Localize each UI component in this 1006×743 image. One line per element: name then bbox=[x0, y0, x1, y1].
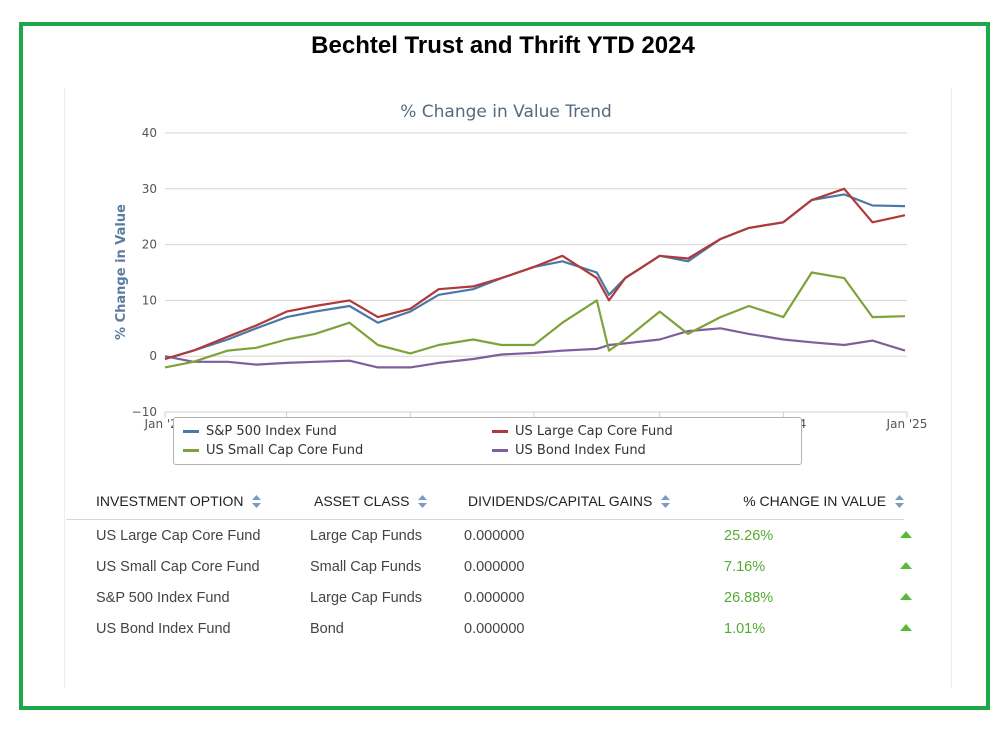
edge-divider bbox=[64, 88, 65, 688]
cell-dividends: 0.000000 bbox=[464, 620, 525, 637]
x-tick-label: Jan '25 bbox=[886, 417, 928, 431]
legend-label: US Large Cap Core Fund bbox=[515, 424, 673, 439]
percent-change-value: 26.88% bbox=[724, 589, 774, 606]
y-tick-labels: 40 30 20 10 0 −10 bbox=[132, 126, 157, 419]
cell-asset-class: Large Cap Funds bbox=[310, 589, 423, 606]
table-row: S&P 500 Index Fund Large Cap Funds 0.000… bbox=[66, 582, 912, 613]
triangle-up-icon bbox=[900, 531, 912, 538]
content-frame bbox=[19, 22, 990, 710]
cell-asset-class: Bond bbox=[310, 620, 344, 637]
y-tick-label: 0 bbox=[149, 349, 157, 363]
y-tick-label: −10 bbox=[132, 405, 157, 419]
legend-swatch-small-cap bbox=[183, 449, 199, 452]
cell-asset-class: Small Cap Funds bbox=[310, 558, 422, 575]
column-header-investment-option[interactable]: INVESTMENT OPTION bbox=[66, 486, 284, 520]
percent-change-value: 1.01% bbox=[724, 620, 766, 637]
legend-swatch-sp500 bbox=[183, 430, 199, 433]
series-line-bond[interactable] bbox=[164, 327, 906, 369]
y-tick-label: 40 bbox=[142, 126, 157, 140]
cell-dividends: 0.000000 bbox=[464, 589, 525, 606]
cell-investment-option: US Small Cap Core Fund bbox=[96, 558, 260, 575]
legend-item-small-cap[interactable]: US Small Cap Core Fund bbox=[183, 443, 363, 458]
triangle-up-icon bbox=[900, 593, 912, 600]
triangle-up-icon bbox=[900, 624, 912, 631]
percent-change-value: 25.26% bbox=[724, 527, 774, 544]
legend-label: US Bond Index Fund bbox=[515, 443, 646, 458]
table-row: US Bond Index Fund Bond 0.000000 1.01% bbox=[66, 613, 912, 644]
column-header-asset-class[interactable]: ASSET CLASS bbox=[284, 486, 436, 520]
y-axis-label: % Change in Value bbox=[114, 204, 129, 340]
cell-percent-change: 1.01% bbox=[696, 613, 912, 644]
legend-item-sp500[interactable]: S&P 500 Index Fund bbox=[183, 424, 337, 439]
cell-investment-option: US Large Cap Core Fund bbox=[96, 527, 261, 544]
cell-percent-change: 26.88% bbox=[696, 582, 912, 613]
legend-item-bond[interactable]: US Bond Index Fund bbox=[492, 443, 646, 458]
column-header-label: ASSET CLASS bbox=[314, 492, 410, 509]
cell-dividends: 0.000000 bbox=[464, 558, 525, 575]
column-header-label: % CHANGE IN VALUE bbox=[743, 492, 887, 509]
table-row: US Small Cap Core Fund Small Cap Funds 0… bbox=[66, 551, 912, 582]
sort-arrows-icon[interactable] bbox=[661, 495, 671, 509]
sort-arrows-icon[interactable] bbox=[418, 495, 428, 509]
legend-swatch-bond bbox=[492, 449, 508, 452]
grid-lines bbox=[165, 132, 907, 413]
series-line-small-cap[interactable] bbox=[164, 271, 906, 369]
legend-label: US Small Cap Core Fund bbox=[206, 443, 364, 458]
chart-legend: S&P 500 Index Fund US Large Cap Core Fun… bbox=[173, 417, 802, 465]
triangle-up-icon bbox=[900, 562, 912, 569]
legend-item-large-cap[interactable]: US Large Cap Core Fund bbox=[492, 424, 673, 439]
series-line-sp500[interactable] bbox=[164, 193, 906, 361]
sort-arrows-icon[interactable] bbox=[895, 495, 904, 509]
column-header-label: DIVIDENDS/CAPITAL GAINS bbox=[468, 492, 653, 509]
page-title: Bechtel Trust and Thrift YTD 2024 bbox=[311, 32, 695, 59]
cell-dividends: 0.000000 bbox=[464, 527, 525, 544]
column-header-percent-change[interactable]: % CHANGE IN VALUE bbox=[696, 486, 904, 520]
cell-investment-option: S&P 500 Index Fund bbox=[96, 589, 230, 606]
y-tick-label: 20 bbox=[142, 238, 157, 252]
legend-label: S&P 500 Index Fund bbox=[206, 424, 337, 439]
cell-investment-option: US Bond Index Fund bbox=[96, 620, 231, 637]
column-header-label: INVESTMENT OPTION bbox=[96, 492, 244, 509]
table-header-row: INVESTMENT OPTION ASSET CLASS DIVIDENDS/… bbox=[66, 486, 904, 520]
series-line-large-cap[interactable] bbox=[164, 187, 906, 361]
series-lines bbox=[164, 187, 906, 369]
legend-swatch-large-cap bbox=[492, 430, 508, 433]
percent-change-value: 7.16% bbox=[724, 558, 766, 575]
chart-title: % Change in Value Trend bbox=[400, 102, 612, 122]
cell-percent-change: 25.26% bbox=[696, 520, 912, 552]
sort-arrows-icon[interactable] bbox=[252, 495, 262, 509]
table-row: US Large Cap Core Fund Large Cap Funds 0… bbox=[66, 520, 912, 552]
y-tick-label: 30 bbox=[142, 182, 157, 196]
cell-percent-change: 7.16% bbox=[696, 551, 912, 582]
y-tick-label: 10 bbox=[142, 293, 157, 307]
investment-table: INVESTMENT OPTION ASSET CLASS DIVIDENDS/… bbox=[66, 486, 912, 644]
edge-divider bbox=[951, 88, 952, 688]
column-header-dividends[interactable]: DIVIDENDS/CAPITAL GAINS bbox=[436, 486, 696, 520]
cell-asset-class: Large Cap Funds bbox=[310, 527, 423, 544]
